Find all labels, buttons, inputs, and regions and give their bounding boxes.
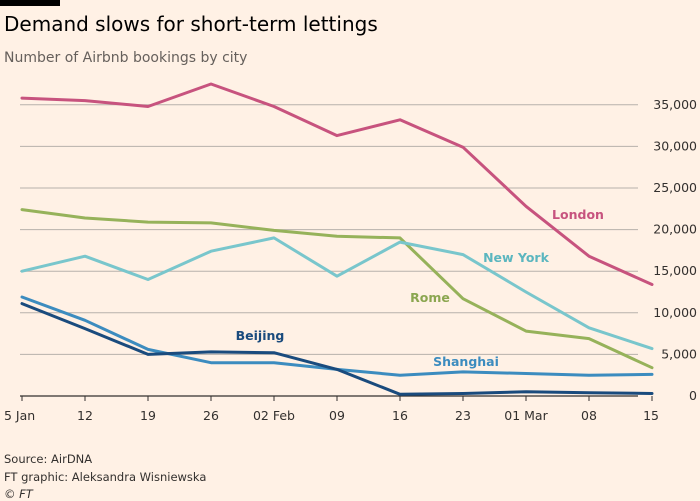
x-tick-label: 16 [392,408,408,423]
series-label-rome: Rome [410,290,450,305]
source-note: Source: AirDNA [4,452,93,466]
copyright: © FT [4,487,33,501]
series-label-beijing: Beijing [236,328,285,343]
y-tick-label: 30,000 [653,138,697,153]
chart-title: Demand slows for short-term lettings [4,12,378,36]
series-label-london: London [552,207,604,222]
series-line-rome [20,208,654,370]
y-tick-label: 15,000 [653,263,697,278]
x-tick-label: 26 [203,408,219,423]
x-tick-label: 12 [77,408,93,423]
x-tick-label: 5 Jan [4,408,35,423]
y-tick-label: 5,000 [661,346,697,361]
series-label-new-york: New York [483,250,549,265]
x-tick-label: 02 Feb [253,408,295,423]
y-tick-label: 0 [689,388,697,403]
y-tick-label: 25,000 [653,180,697,195]
x-tick-label: 19 [140,408,156,423]
x-tick-label: 08 [581,408,597,423]
x-tick-label: 23 [455,408,471,423]
line-chart: 0 5,000 10,000 15,000 20,000 25,000 30,000 35,0… [4,82,697,423]
y-tick-label: 10,000 [653,305,697,320]
series-line-new-york [20,236,654,351]
series-label-shanghai: Shanghai [433,354,499,369]
chart-subtitle: Number of Airbnb bookings by city [4,50,248,66]
y-tick-label: 35,000 [653,97,697,112]
x-tick-label: 09 [329,408,345,423]
x-tick-label: 01 Mar [504,408,548,423]
graphic-credit: FT graphic: Aleksandra Wisniewska [4,470,207,484]
series-line-beijing [20,302,654,396]
series-line-london [20,82,654,286]
x-tick-label: 15 [643,408,659,423]
y-tick-label: 20,000 [653,222,697,237]
ft-brand-bar [0,0,60,6]
